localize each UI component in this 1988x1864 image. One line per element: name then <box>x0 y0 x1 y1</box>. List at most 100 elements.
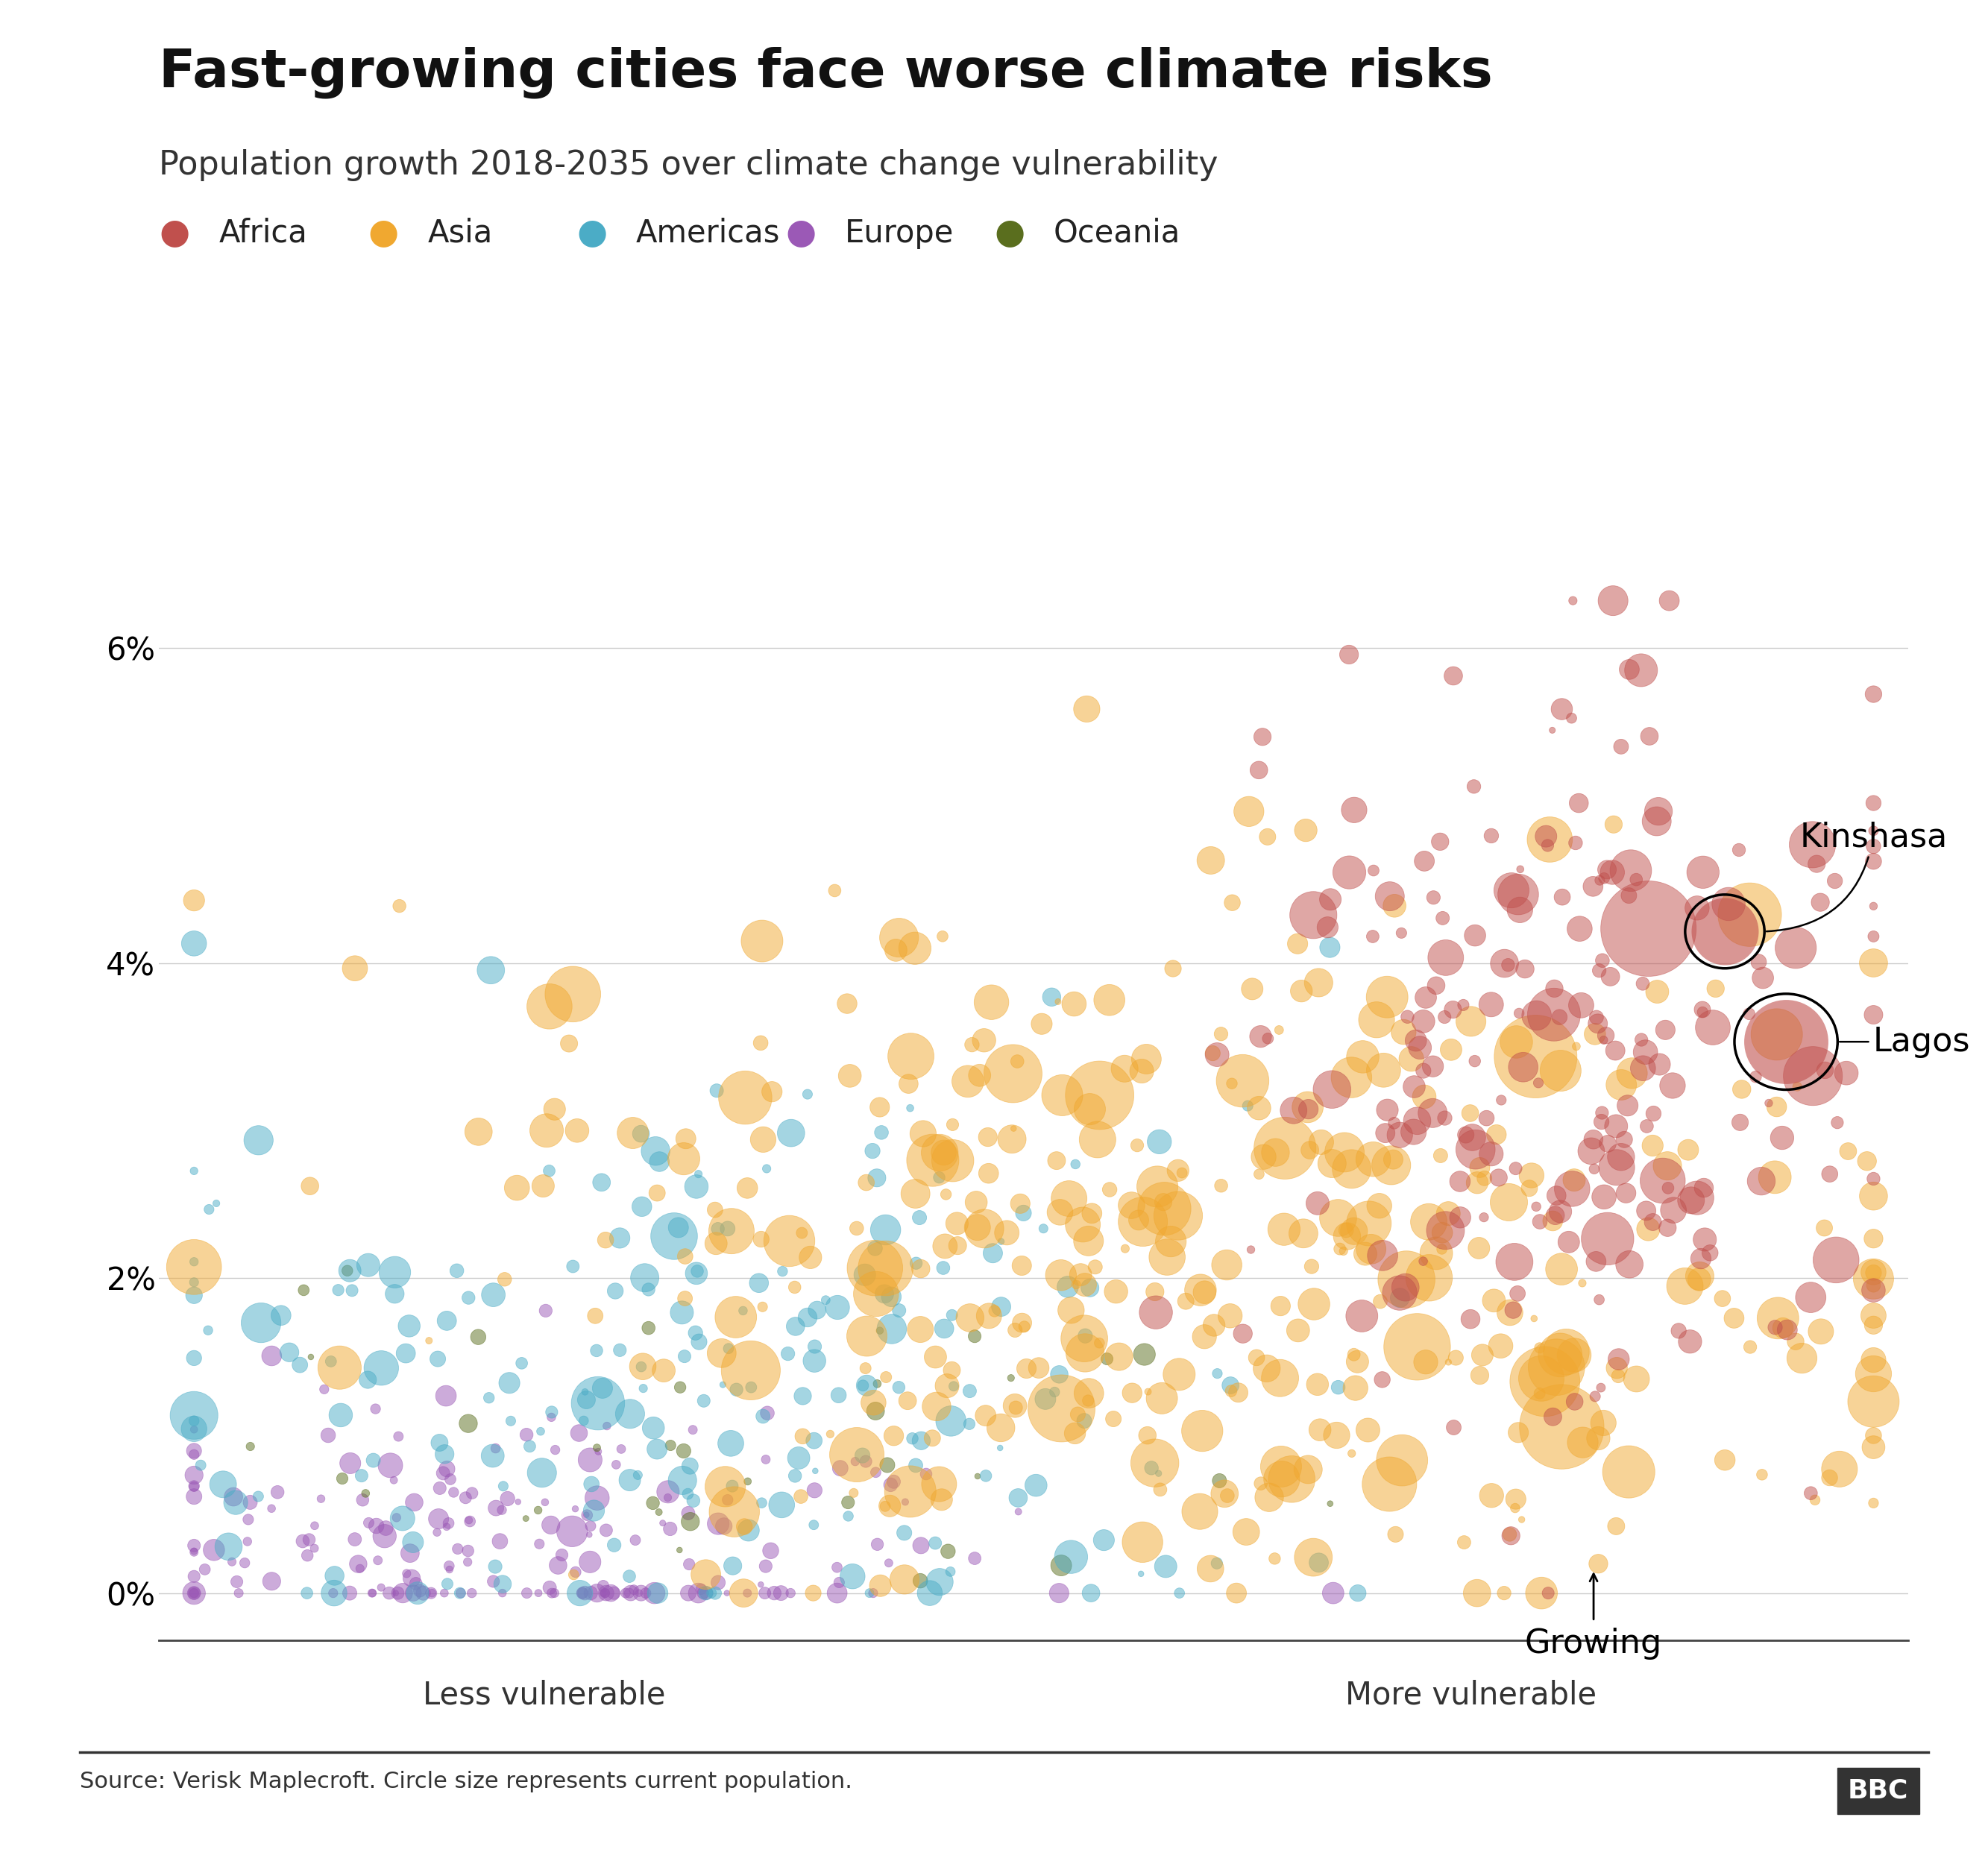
Point <box>972 1301 1004 1331</box>
Point <box>1857 1346 1889 1376</box>
Point <box>533 1156 565 1186</box>
Point <box>648 1355 680 1385</box>
Point <box>1602 1344 1634 1374</box>
Point <box>322 1275 354 1305</box>
Point <box>1423 828 1455 857</box>
Point <box>730 1083 761 1113</box>
Point <box>1342 1348 1374 1377</box>
Point <box>749 1445 781 1474</box>
Point <box>799 1456 831 1486</box>
Point <box>531 1295 563 1325</box>
Point <box>889 1517 920 1547</box>
Point <box>1342 1579 1374 1609</box>
Point <box>791 1303 823 1333</box>
Point <box>388 1579 419 1609</box>
Point <box>1578 1124 1610 1154</box>
Point <box>1338 1340 1370 1370</box>
Point <box>1578 1154 1610 1184</box>
Point <box>1386 1445 1417 1474</box>
Point <box>771 1338 803 1368</box>
Point <box>223 1579 254 1609</box>
Point <box>1626 1025 1658 1055</box>
Point <box>1262 1016 1294 1046</box>
Point <box>849 1260 881 1290</box>
Point <box>728 1512 759 1542</box>
Point <box>1429 1003 1461 1033</box>
Point <box>501 1172 533 1202</box>
Point <box>533 1573 565 1603</box>
Point <box>1004 1189 1036 1219</box>
Point <box>1698 1012 1730 1042</box>
Point <box>1195 1555 1227 1584</box>
Point <box>1131 1377 1163 1407</box>
Point <box>678 1486 710 1515</box>
Point <box>986 1292 1018 1322</box>
Point <box>513 1432 545 1461</box>
Point <box>879 1467 911 1497</box>
Point <box>1304 1415 1336 1445</box>
Point <box>588 1579 620 1609</box>
Point <box>1318 1579 1350 1609</box>
Point <box>1384 1279 1415 1309</box>
Point <box>565 1579 596 1609</box>
Point <box>978 1295 1010 1325</box>
Point <box>1475 1139 1507 1169</box>
Point <box>489 1264 521 1294</box>
Point <box>1036 982 1068 1012</box>
Point <box>1350 1240 1382 1269</box>
Point <box>1740 1062 1771 1092</box>
Point <box>883 1372 914 1402</box>
Point <box>751 1154 783 1184</box>
Point <box>998 1059 1030 1089</box>
Point <box>579 1495 610 1525</box>
Point <box>1674 1327 1706 1357</box>
Point <box>586 1374 618 1404</box>
Point <box>1447 1527 1479 1556</box>
Point <box>1857 1163 1889 1193</box>
Point <box>1449 1120 1481 1150</box>
Point <box>1606 1070 1638 1100</box>
Point <box>580 1484 612 1514</box>
Point <box>779 1461 811 1491</box>
Point <box>1497 1295 1529 1325</box>
Point <box>360 1512 392 1542</box>
Point <box>479 1493 511 1523</box>
Point <box>1264 1452 1296 1482</box>
Point <box>638 1579 670 1609</box>
Point <box>1545 1197 1576 1227</box>
Point <box>1062 1400 1093 1430</box>
Point <box>1145 1474 1177 1504</box>
Point <box>1147 1187 1179 1217</box>
Point <box>1370 1118 1402 1148</box>
Point <box>179 1415 211 1445</box>
Point <box>1205 1020 1237 1049</box>
Point <box>801 1295 833 1325</box>
Point <box>429 1381 461 1411</box>
Point <box>1584 1372 1616 1402</box>
Point <box>523 1579 555 1609</box>
Point <box>630 1579 662 1609</box>
Point <box>1682 893 1714 923</box>
Point <box>1584 865 1616 895</box>
Point <box>1819 867 1851 897</box>
Text: Less vulnerable: Less vulnerable <box>423 1679 666 1711</box>
Point <box>1093 1174 1125 1204</box>
Point <box>1857 788 1889 818</box>
Point <box>1392 1003 1423 1033</box>
Point <box>1056 1542 1087 1571</box>
Point <box>1091 1344 1123 1374</box>
Point <box>1060 1269 1091 1299</box>
Point <box>664 1372 696 1402</box>
Point <box>1374 1469 1406 1499</box>
Point <box>1582 956 1614 986</box>
Point <box>821 1292 853 1322</box>
Point <box>1384 1282 1415 1312</box>
Point <box>539 1435 571 1465</box>
Point <box>626 1351 658 1381</box>
Point <box>1201 1359 1233 1389</box>
Point <box>394 1310 425 1340</box>
Point <box>352 1251 384 1281</box>
Point <box>841 1439 873 1469</box>
Point <box>1231 1517 1262 1547</box>
Point <box>199 1536 231 1566</box>
